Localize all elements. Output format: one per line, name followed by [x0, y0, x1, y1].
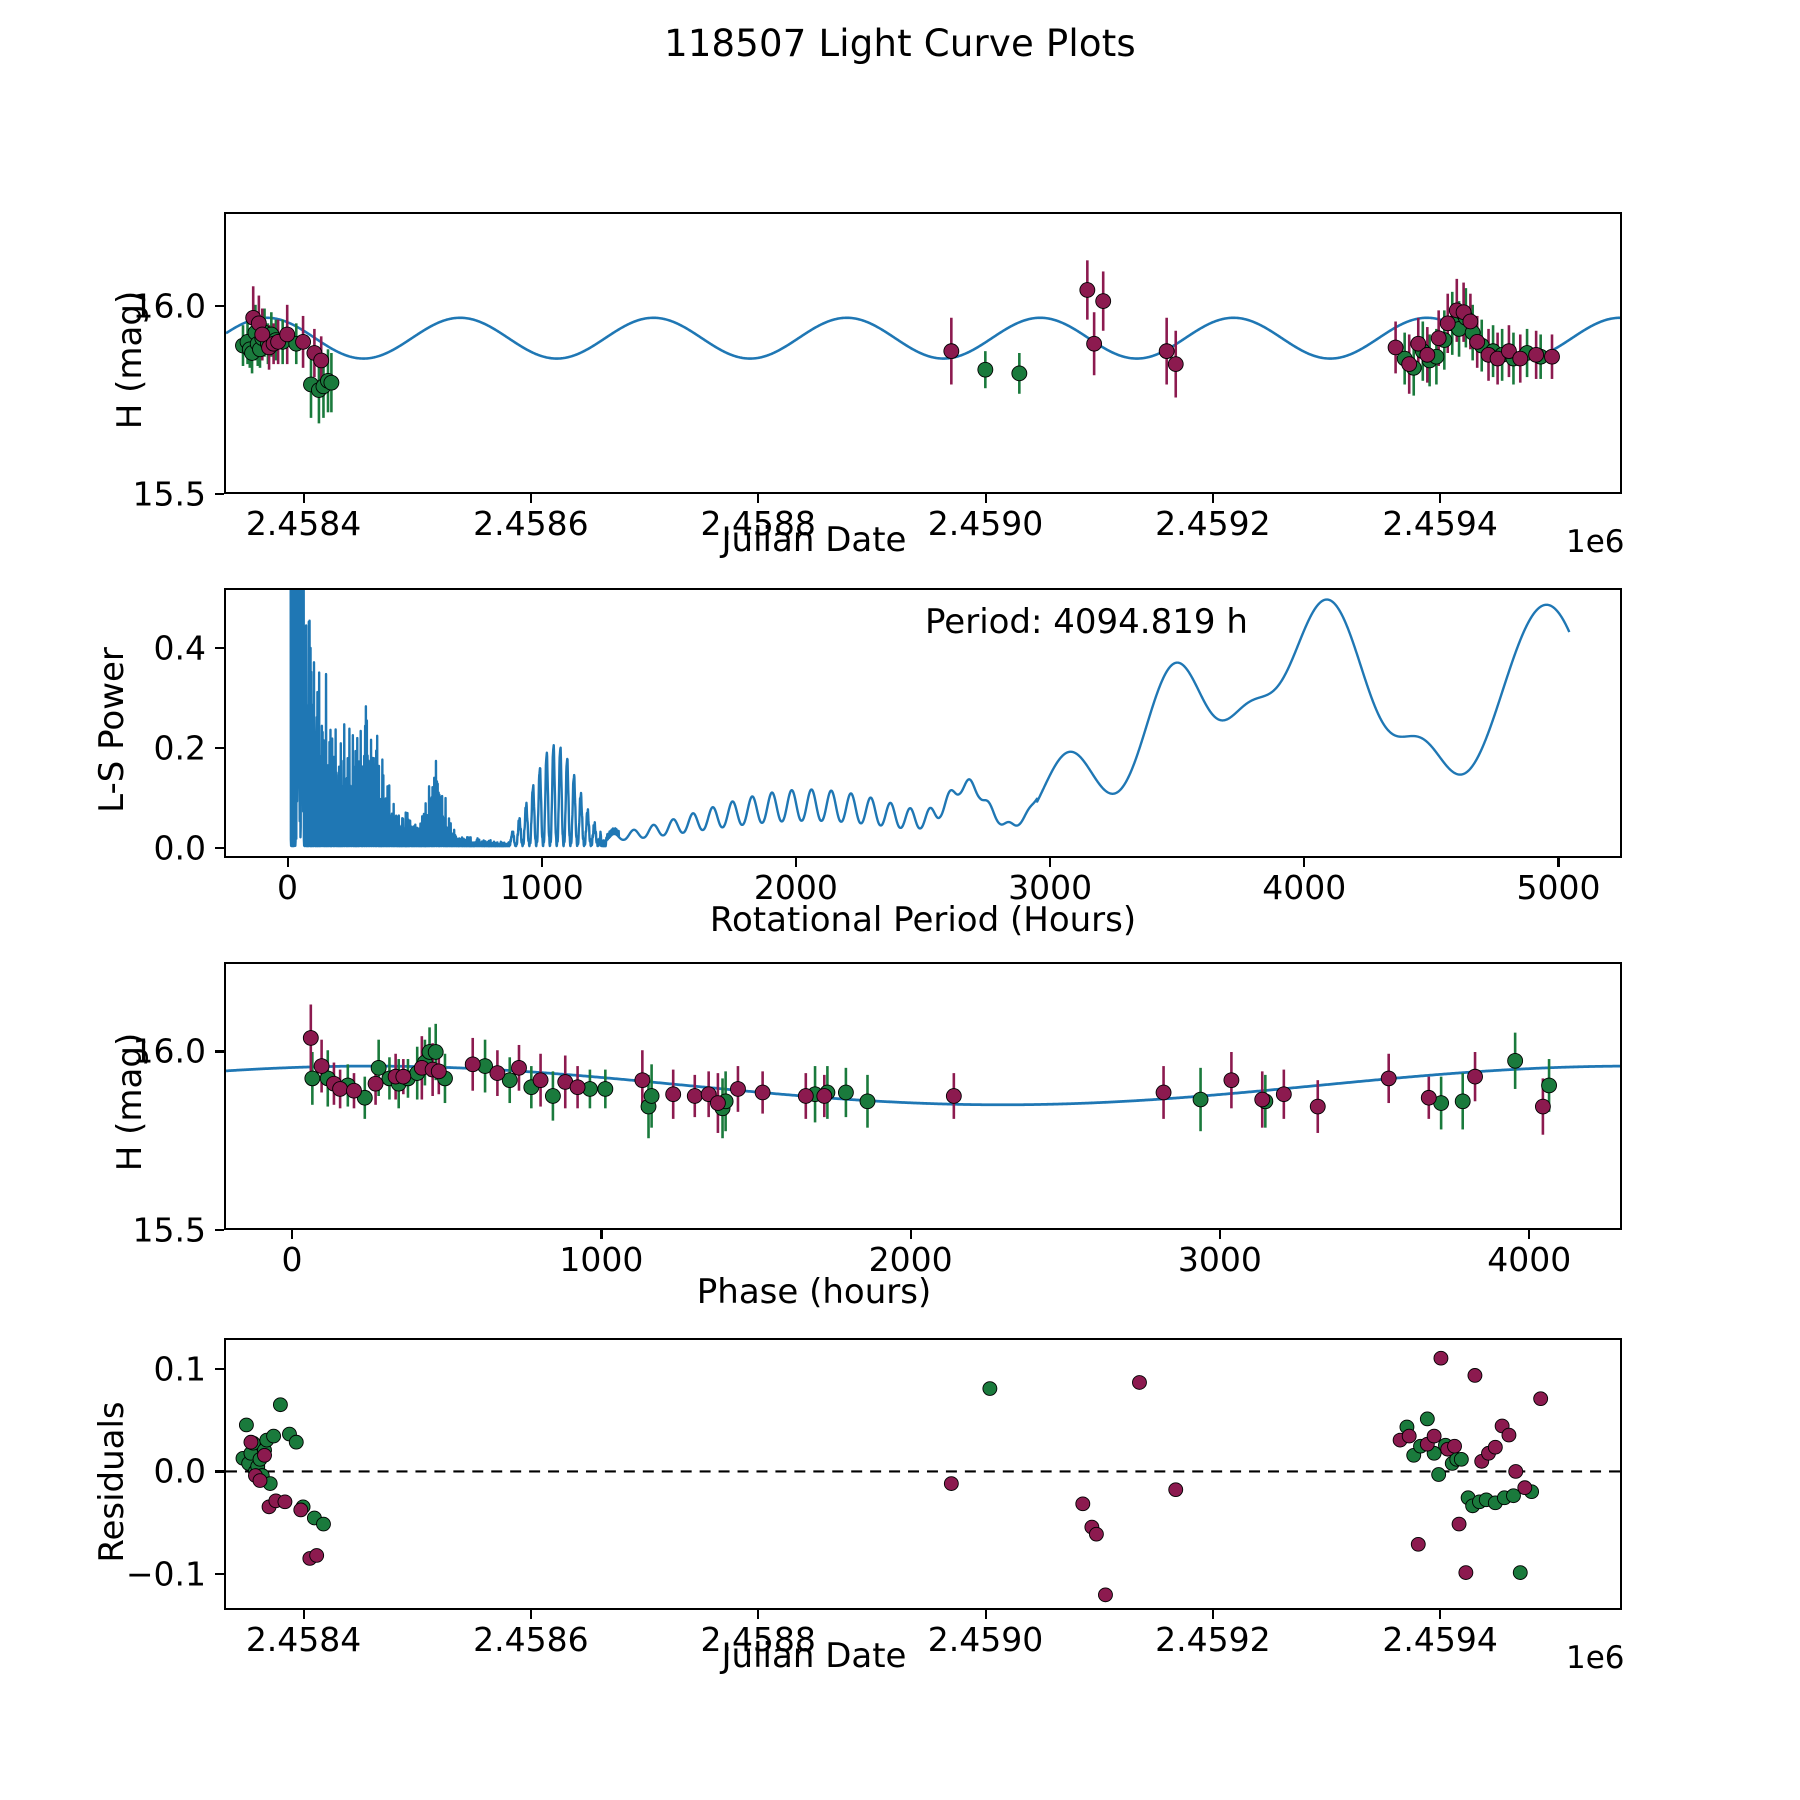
phase-folded-plot-area: [226, 1004, 1620, 1139]
x-tick-label: 2.4590: [927, 504, 1044, 543]
x-tickmark: [540, 858, 543, 867]
x-tickmark: [286, 858, 289, 867]
x-tickmark: [1528, 1230, 1531, 1239]
y-tick-label: 16.0: [132, 286, 206, 326]
x-tickmark: [600, 1230, 603, 1239]
x-tickmark: [984, 494, 987, 503]
green-points-markers: [235, 1381, 1540, 1580]
x-tickmark: [529, 1610, 533, 1619]
y-tickmark: [215, 305, 224, 308]
x-tickmark: [1557, 858, 1560, 867]
y-tickmark: [215, 847, 224, 850]
x-tickmark: [1439, 1610, 1442, 1619]
x-tick-label: 2.4586: [473, 504, 589, 543]
x-tick-label: 5000: [1516, 868, 1601, 907]
y-tick-label: 15.5: [132, 1210, 206, 1250]
panel-light-curve-axes: [224, 212, 1622, 494]
maroon-points-markers: [302, 1030, 1551, 1115]
panel-residuals-axes: [224, 1338, 1622, 1610]
y-tickmark: [215, 747, 224, 750]
periodogram-line: [289, 590, 1571, 848]
panel-light-curve-ylabel: H (mag): [110, 290, 150, 430]
x-tickmark: [1303, 858, 1306, 867]
x-tickmark: [984, 1610, 987, 1619]
panel-periodogram-axes: [224, 588, 1622, 858]
x-tick-label: 3000: [1177, 1240, 1262, 1279]
x-tickmark: [291, 1230, 294, 1239]
x-tick-label: 2000: [868, 1240, 953, 1279]
x-tickmark: [909, 1230, 912, 1239]
y-tickmark: [215, 647, 224, 650]
panel-light-curve: [224, 212, 1622, 494]
y-tick-label: 16.0: [132, 1031, 206, 1071]
panel-light-curve-xlabel: Julian Date: [721, 520, 907, 560]
x-tickmark: [1211, 1610, 1215, 1619]
x-tickmark: [302, 494, 305, 503]
maroon-points-errorbars: [251, 260, 1554, 398]
periodogram-plot-area: [289, 590, 1571, 848]
x-tickmark: [757, 494, 760, 503]
x-tickmark: [757, 1610, 760, 1619]
x-tickmark: [1211, 494, 1215, 503]
x-tick-label: 2.4594: [1382, 1620, 1498, 1659]
residuals-plot-area: [226, 1350, 1620, 1603]
light-curve-plot-area: [226, 260, 1620, 424]
x-tick-label: 2.4588: [700, 1620, 816, 1659]
x-tick-label: 2.4592: [1155, 504, 1271, 543]
y-tickmark: [215, 1229, 224, 1232]
y-tick-label: 0.2: [153, 728, 206, 768]
y-tick-label: 0.4: [153, 628, 206, 668]
x-tick-label: 2.4592: [1155, 1620, 1271, 1659]
x-tick-label: 2.4584: [245, 504, 362, 543]
x-tickmark: [1218, 1230, 1222, 1239]
maroon-points-markers: [243, 1350, 1549, 1603]
x-tick-label: 2.4584: [245, 1620, 362, 1659]
x-tickmark: [529, 494, 533, 503]
panel-phase-folded: [224, 962, 1622, 1230]
x-tickmark: [794, 858, 798, 867]
x-tick-label: 1000: [499, 868, 584, 907]
x-tick-label: 1000: [559, 1240, 644, 1279]
x-tickmark: [1049, 858, 1052, 867]
x-tick-label: 4000: [1262, 868, 1347, 907]
y-tickmark: [215, 1367, 224, 1370]
panel-phase-folded-axes: [224, 962, 1622, 1230]
panel-periodogram-xlabel: Rotational Period (Hours): [709, 900, 1137, 940]
y-tickmark: [215, 493, 224, 496]
x-tick-label: 2.4590: [927, 1620, 1044, 1659]
light-curve-fit-line: [226, 316, 1620, 360]
panel-residuals-xlabel: Julian Date: [721, 1636, 907, 1676]
panel-light-curve-x-offset: 1e6: [1566, 524, 1625, 560]
x-tick-label: 0: [281, 1240, 303, 1279]
x-tick-label: 2000: [753, 868, 838, 907]
x-tick-label: 2.4586: [473, 1620, 589, 1659]
x-tickmark: [302, 1610, 305, 1619]
y-tickmark: [215, 1573, 224, 1576]
x-tick-label: 2.4588: [700, 504, 816, 543]
x-tick-label: 2.4594: [1382, 504, 1498, 543]
maroon-points-markers: [245, 282, 1560, 372]
panel-phase-folded-ylabel: H (mag): [110, 1032, 150, 1172]
y-tick-label: 0.1: [153, 1349, 206, 1389]
panel-residuals-x-offset: 1e6: [1566, 1640, 1625, 1676]
y-tick-label: 15.5: [132, 474, 206, 514]
y-tick-label: 0.0: [153, 1451, 206, 1491]
y-tickmark: [215, 1470, 224, 1473]
period-annotation: Period: 4094.819 h: [925, 602, 1248, 642]
panel-phase-folded-xlabel: Phase (hours): [696, 1272, 932, 1312]
figure-title: 118507 Light Curve Plots: [664, 22, 1136, 65]
x-tick-label: 3000: [1008, 868, 1093, 907]
y-tick-label: 0.0: [153, 828, 206, 868]
x-tick-label: 0: [277, 868, 299, 907]
x-tickmark: [1439, 494, 1442, 503]
x-tick-label: 4000: [1487, 1240, 1572, 1279]
y-tick-label: −0.1: [125, 1554, 206, 1594]
panel-periodogram: [224, 588, 1622, 858]
panel-residuals: [224, 1338, 1622, 1610]
y-tickmark: [215, 1050, 224, 1053]
